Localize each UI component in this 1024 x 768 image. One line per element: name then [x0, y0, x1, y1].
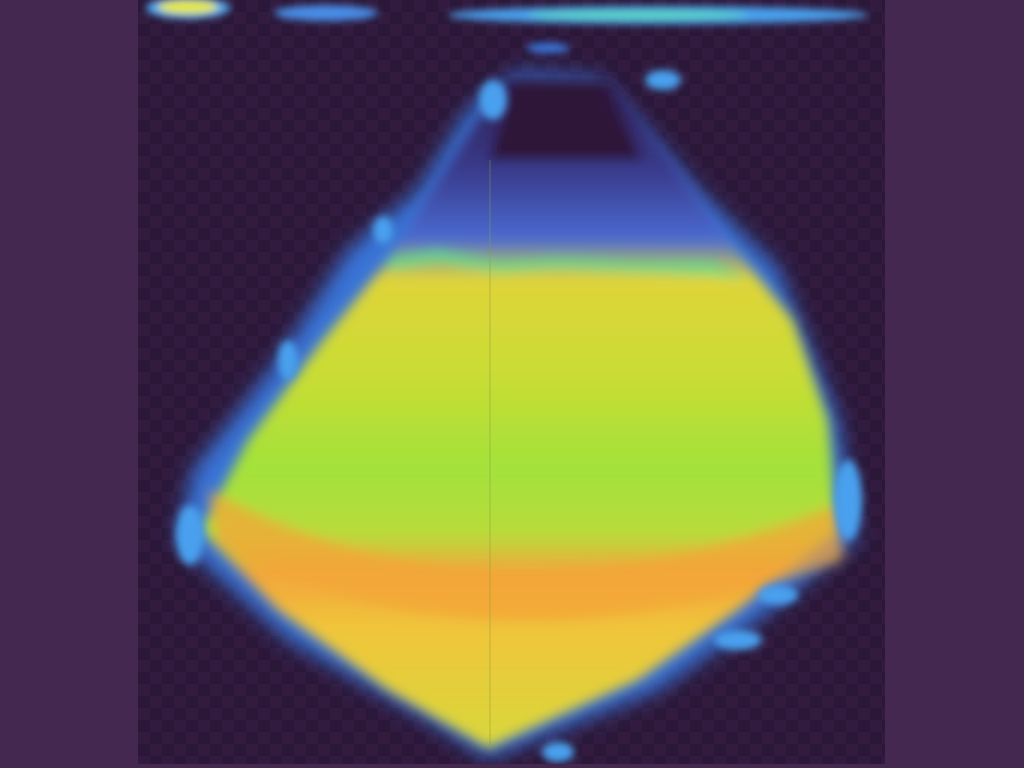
body: [200, 78, 843, 748]
top-streaks: [146, 0, 868, 53]
image-canvas[interactable]: [138, 0, 885, 764]
edge-speckles: [176, 70, 862, 762]
heatmap-image: [146, 0, 868, 762]
